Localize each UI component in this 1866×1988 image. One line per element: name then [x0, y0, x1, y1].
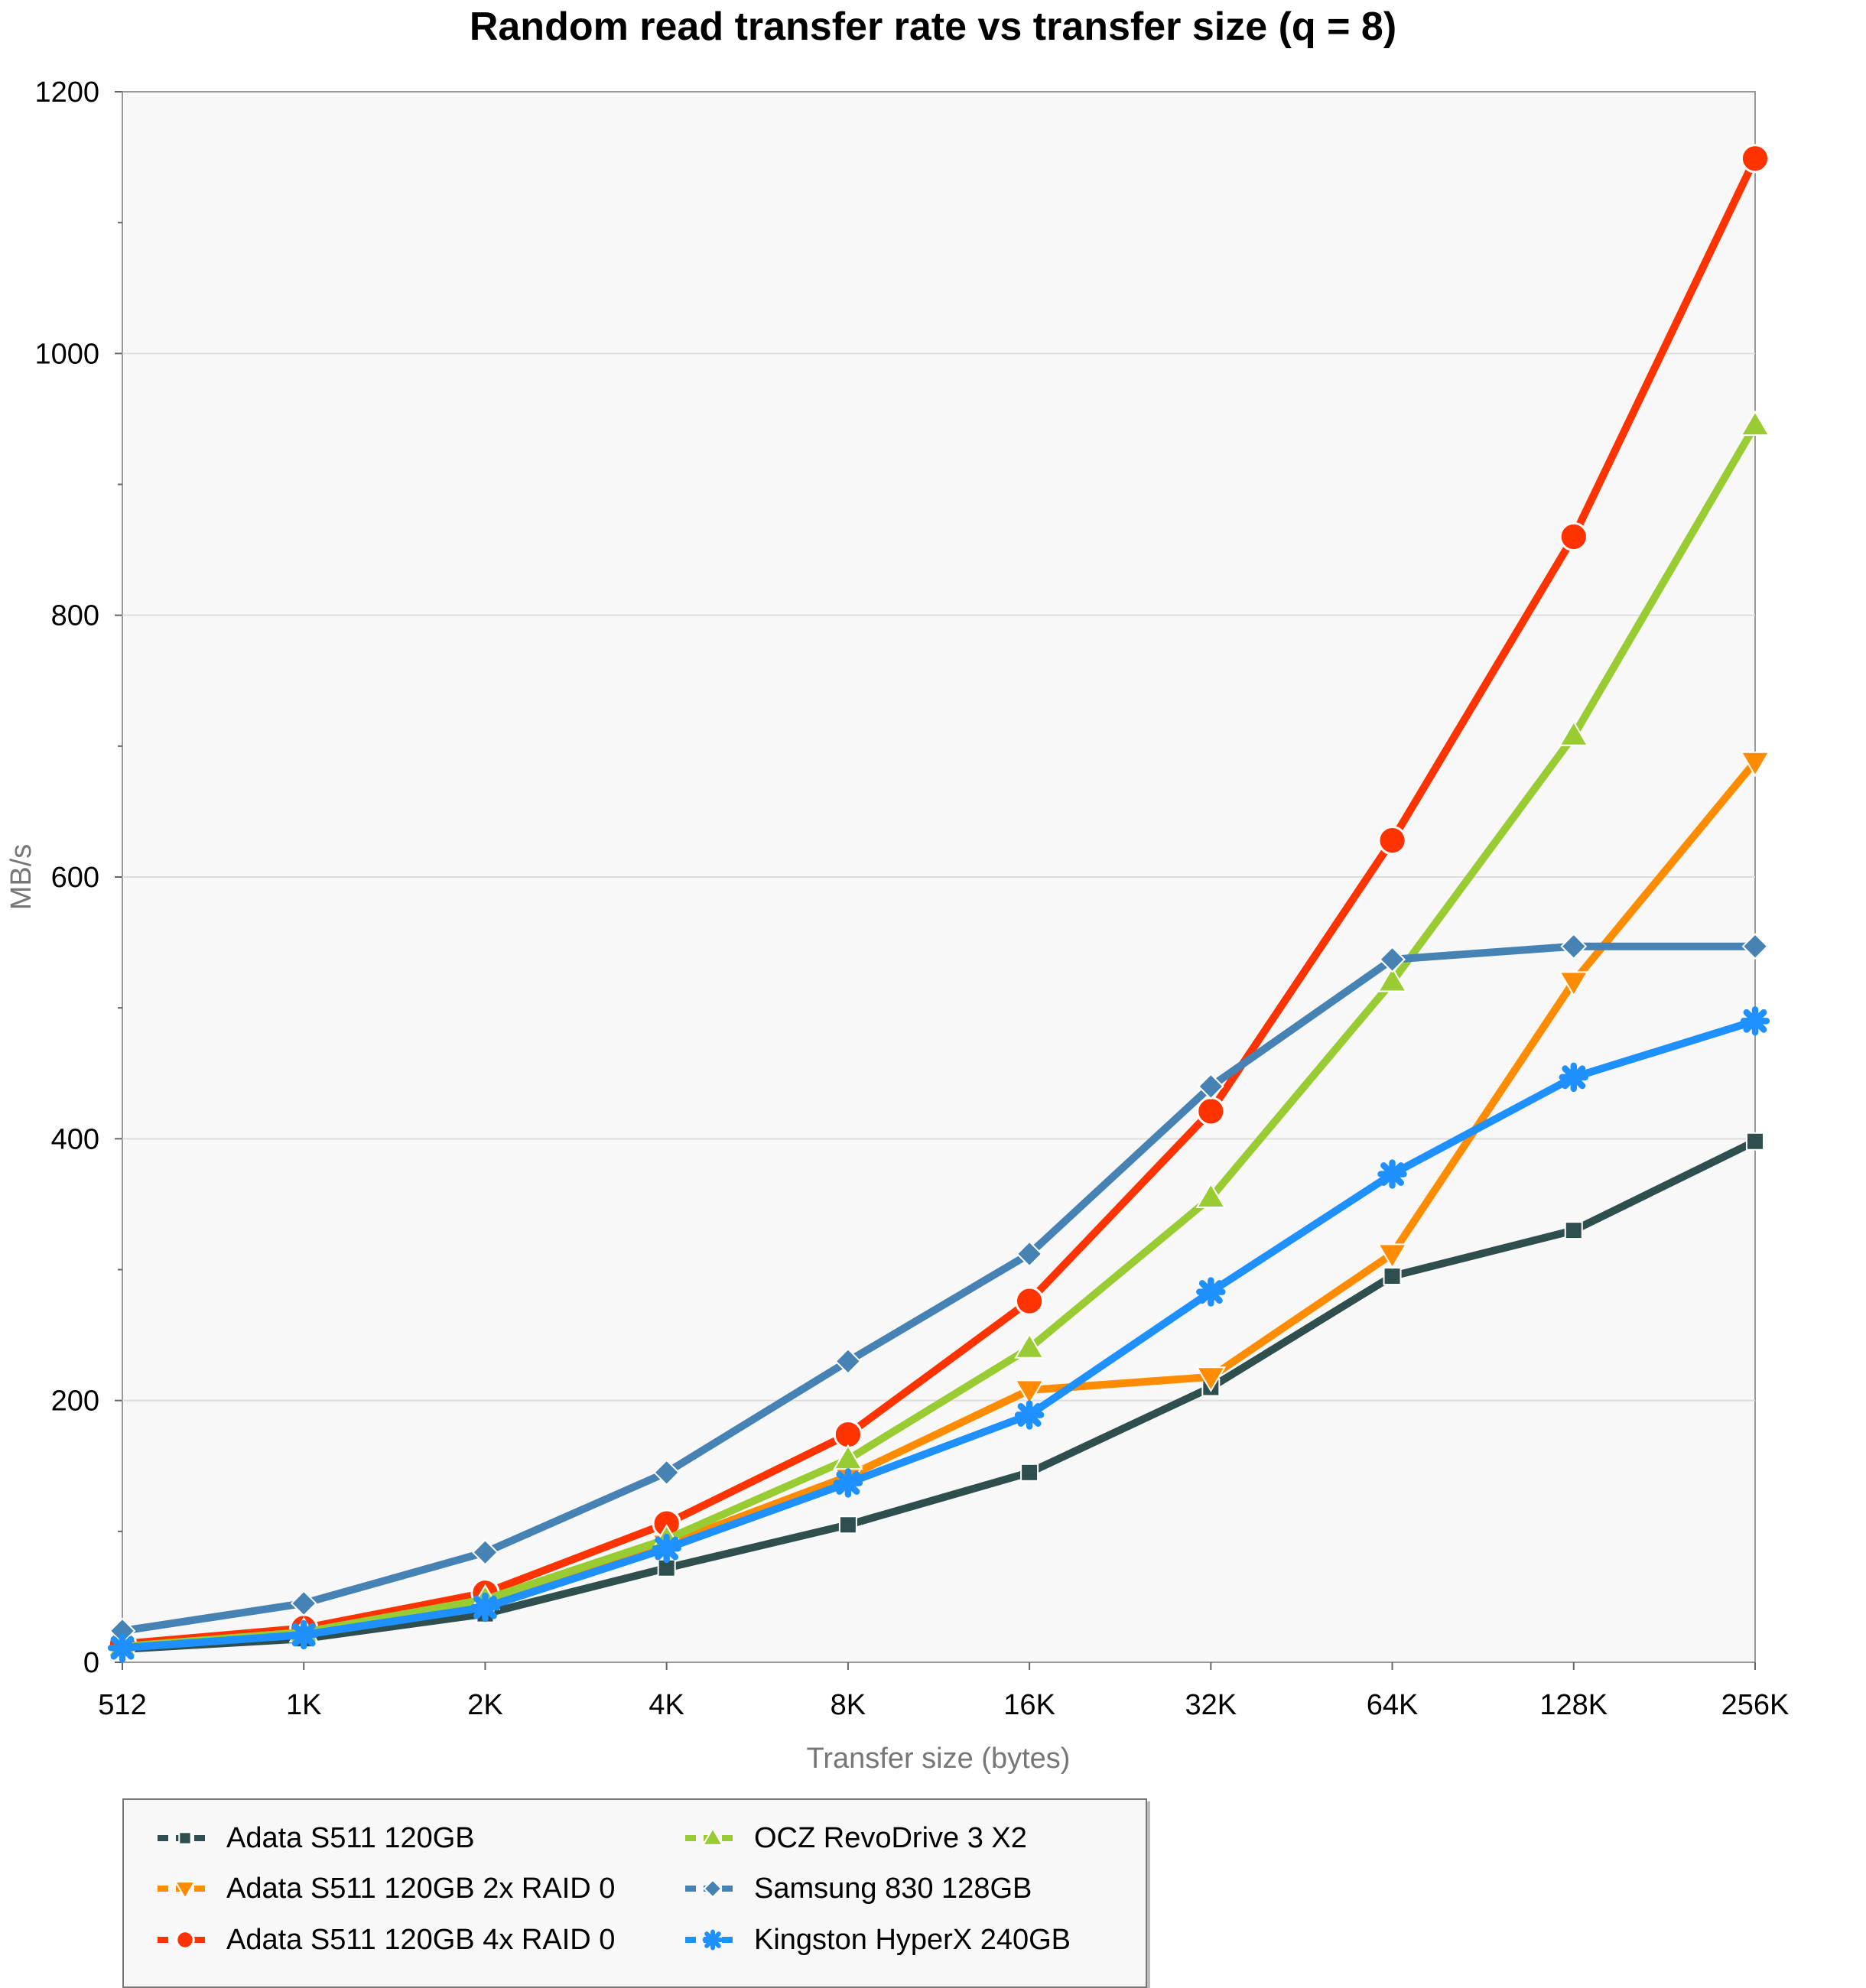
legend-label: Adata S511 120GB [226, 1821, 475, 1854]
data-point [1197, 1073, 1224, 1100]
data-point [1379, 946, 1406, 973]
data-point [1383, 1267, 1402, 1286]
data-point [175, 1930, 195, 1950]
data-point [703, 1879, 723, 1899]
data-point [1014, 1379, 1045, 1405]
legend-swatch [685, 1929, 740, 1951]
data-point [1196, 1277, 1226, 1307]
data-point [1016, 1240, 1043, 1268]
series-4 [109, 933, 1769, 1645]
data-point [1560, 933, 1588, 960]
data-point [1196, 1096, 1226, 1126]
x-tick-label: 64K [1367, 1689, 1419, 1721]
data-point [1015, 1286, 1045, 1316]
data-point [289, 1619, 319, 1650]
x-tick-label: 512 [98, 1689, 146, 1721]
data-point [1740, 144, 1770, 174]
y-tick-label: 800 [51, 600, 99, 632]
data-point [1746, 1132, 1764, 1151]
data-point [833, 1420, 863, 1450]
series-lines [107, 144, 1770, 1663]
x-tick-label: 128K [1539, 1689, 1608, 1721]
data-point [1740, 410, 1770, 437]
series-line [119, 1137, 1759, 1653]
data-point [1014, 1333, 1045, 1359]
data-point [470, 1592, 500, 1623]
data-point [1195, 1182, 1227, 1208]
y-axis-title: MB/s [5, 844, 37, 911]
data-point [1377, 966, 1408, 992]
series-line [119, 1017, 1759, 1652]
legend-swatch [685, 1827, 740, 1846]
data-point [1741, 933, 1769, 960]
chart-title: Random read transfer rate vs transfer si… [469, 5, 1397, 49]
x-tick-label: 8K [831, 1689, 866, 1721]
data-point [1740, 1006, 1770, 1036]
x-tick-label: 16K [1003, 1689, 1055, 1721]
data-point [1559, 1062, 1588, 1093]
data-point [702, 1929, 723, 1951]
y-tick-label: 1200 [34, 76, 99, 109]
y-tick-label: 0 [83, 1647, 99, 1679]
legend-label: OCZ RevoDrive 3 X2 [754, 1821, 1027, 1854]
data-point [1020, 1463, 1039, 1482]
series-line [119, 154, 1759, 1649]
y-tick-label: 600 [51, 862, 99, 894]
data-point [1559, 720, 1589, 746]
y-tick-label: 400 [51, 1123, 99, 1155]
series-line [119, 421, 1759, 1651]
data-point [1564, 1221, 1583, 1240]
data-point [1559, 971, 1589, 997]
data-point [1377, 825, 1407, 856]
y-tick-label: 1000 [34, 338, 99, 370]
legend-item: Kingston HyperX 240GB [682, 1917, 1071, 1963]
legend-label: Kingston HyperX 240GB [754, 1923, 1071, 1956]
data-point [1740, 751, 1770, 778]
x-tick-label: 2K [467, 1689, 502, 1721]
legend-item: Adata S511 120GB 4x RAID 0 [154, 1917, 615, 1963]
legend-swatch [158, 1831, 213, 1845]
legend-swatch [158, 1881, 213, 1900]
axis-ticks: 0 200 400 600 800 1000 1200 512 1K 2K 4K 8K 16K 32K 64… [34, 76, 1789, 1721]
x-tick-label: 4K [649, 1689, 684, 1721]
data-point [653, 1459, 681, 1486]
y-tick-label: 200 [51, 1385, 99, 1418]
data-point [834, 1347, 862, 1375]
legend-label: Samsung 830 128GB [754, 1872, 1032, 1905]
x-axis-title: Transfer size (bytes) [807, 1743, 1071, 1775]
legend-label: Adata S511 120GB 2x RAID 0 [226, 1872, 616, 1905]
data-point [838, 1515, 857, 1535]
data-point [1377, 1243, 1408, 1269]
line-chart: 0 200 400 600 800 1000 1200 512 1K 2K 4K 8K 16K 32K 64… [5, 76, 1789, 1775]
data-point [178, 1831, 192, 1845]
data-point [701, 1827, 724, 1846]
data-point [107, 1632, 138, 1663]
series-5 [107, 1006, 1770, 1663]
x-tick-label: 1K [286, 1689, 321, 1721]
data-point [1559, 521, 1588, 552]
legend-item: Adata S511 120GB 2x RAID 0 [154, 1866, 615, 1912]
legend: Adata S511 120GB Adata S511 120GB 2x RAID… [122, 1798, 1147, 1988]
legend-item: Adata S511 120GB [154, 1815, 475, 1861]
data-point [1014, 1400, 1045, 1430]
legend-item: Samsung 830 128GB [682, 1866, 1032, 1912]
legend-swatch [158, 1930, 213, 1950]
x-tick-label: 32K [1185, 1689, 1237, 1721]
legend-swatch [685, 1879, 740, 1899]
data-point [290, 1590, 317, 1617]
data-point [1377, 1159, 1407, 1189]
series-line [119, 942, 1759, 1635]
data-point [174, 1881, 197, 1900]
legend-item: OCZ RevoDrive 3 X2 [682, 1815, 1027, 1861]
gridlines [122, 352, 1755, 1402]
data-point [1195, 1366, 1227, 1392]
data-point [472, 1538, 499, 1566]
data-point [652, 1533, 681, 1564]
x-tick-label: 256K [1721, 1689, 1790, 1721]
data-point [833, 1468, 863, 1498]
legend-label: Adata S511 120GB 4x RAID 0 [226, 1923, 616, 1956]
